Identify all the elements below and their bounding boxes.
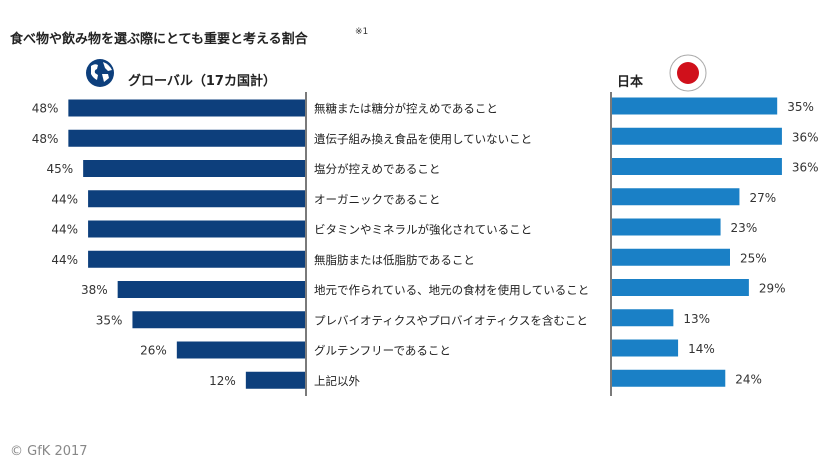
global-bar	[68, 99, 305, 117]
global-bar	[132, 311, 305, 329]
japan-value-label: 23%	[731, 221, 758, 235]
globe-icon	[86, 59, 114, 87]
global-bar	[88, 250, 305, 268]
japan-bar	[612, 339, 679, 357]
global-value-label: 45%	[46, 162, 73, 176]
global-value-label: 12%	[209, 374, 236, 388]
global-bar	[88, 190, 305, 208]
category-label: 塩分が控えめであること	[314, 162, 440, 176]
japan-value-label: 27%	[749, 191, 776, 205]
global-bar	[83, 160, 306, 177]
chart-title: 食べ物や飲み物を選ぶ際にとても重要と考える割合	[10, 32, 308, 47]
global-bar	[176, 341, 305, 359]
global-value-label: 44%	[51, 192, 78, 206]
global-header: グローバル（17カ国計）	[128, 74, 276, 89]
japan-value-label: 29%	[759, 282, 786, 296]
global-value-label: 48%	[32, 102, 59, 116]
category-label: 地元で作られている、地元の食材を使用していること	[314, 283, 589, 297]
global-value-label: 26%	[140, 344, 167, 358]
japan-bar	[612, 248, 730, 266]
japan-value-label: 14%	[688, 342, 715, 356]
japan-header: 日本	[617, 75, 644, 90]
japan-value-label: 36%	[792, 130, 819, 144]
japan-value-label: 36%	[792, 161, 819, 175]
japan-value-label: 13%	[683, 312, 710, 326]
global-bar	[245, 371, 305, 389]
japan-value-label: 25%	[740, 251, 767, 265]
japan-bar	[612, 158, 782, 175]
category-label: プレバイオティクスやプロバイオティクスを含むこと	[314, 313, 588, 327]
global-bar	[117, 281, 305, 298]
category-label: ビタミンやミネラルが強化されていること	[314, 223, 532, 237]
japan-bar	[612, 309, 674, 327]
global-value-label: 35%	[96, 313, 123, 327]
japan-bar	[612, 279, 749, 296]
global-value-label: 44%	[51, 223, 78, 237]
category-label: オーガニックであること	[314, 192, 440, 206]
japan-bar	[612, 127, 782, 145]
global-value-label: 38%	[81, 283, 108, 297]
japan-value-label: 24%	[735, 372, 762, 386]
japan-flag-icon	[669, 54, 707, 92]
category-label: グルテンフリーであること	[314, 344, 451, 358]
global-bar	[88, 220, 305, 238]
footnote-mark: ※1	[355, 27, 369, 37]
category-label: 遺伝子組み換え食品を使用していないこと	[314, 132, 532, 146]
category-label: 無糖または糖分が控えめであること	[314, 102, 498, 116]
global-value-label: 44%	[51, 253, 78, 267]
japan-bar	[612, 218, 721, 236]
global-value-label: 48%	[32, 132, 59, 146]
category-label: 無脂肪または低脂肪であること	[314, 253, 475, 267]
japan-bar	[612, 188, 740, 206]
japan-bar	[612, 97, 778, 115]
copyright-credit: © GfK 2017	[10, 444, 88, 459]
global-bar	[68, 129, 305, 147]
category-label: 上記以外	[314, 374, 360, 388]
japan-value-label: 35%	[787, 100, 814, 114]
japan-bar	[612, 369, 726, 387]
